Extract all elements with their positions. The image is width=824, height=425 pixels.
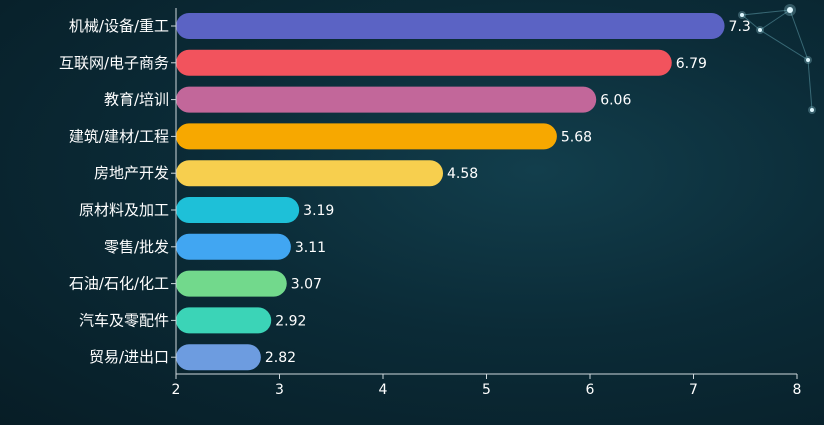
category-label: 建筑/建材/工程 [69,127,169,145]
category-label: 零售/批发 [104,238,169,256]
x-tick-label: 6 [586,382,595,398]
bar-value-label: 2.92 [275,313,306,329]
network-line [759,9,791,31]
category-label: 房地产开发 [94,164,169,182]
category-label: 机械/设备/重工 [69,17,169,35]
bar[interactable] [176,86,597,113]
bar-value-label: 5.68 [561,129,592,145]
bar[interactable] [176,233,291,260]
network-line [741,9,791,16]
category-label: 石油/石化/化工 [69,275,169,293]
bar-value-label: 4.58 [447,166,478,182]
bar[interactable] [176,270,287,297]
network-line [789,9,809,61]
bar[interactable] [176,344,261,371]
category-label: 教育/培训 [104,91,169,109]
bar[interactable] [176,160,444,187]
x-tick-label: 2 [172,382,181,398]
network-node [740,13,744,17]
bar-value-label: 3.19 [303,203,334,219]
bar[interactable] [176,307,272,334]
category-label: 互联网/电子商务 [59,54,169,72]
bar-value-label: 6.06 [600,93,631,109]
category-label: 汽车及零配件 [79,311,169,329]
x-tick-label: 4 [379,382,388,398]
x-tick-label: 5 [482,382,491,398]
bar-value-label: 6.79 [676,56,707,72]
network-node [758,28,762,32]
bar-value-label: 7.3 [729,19,751,35]
network-node [787,7,793,13]
axes-group: 2 3 4 5 6 7 8 机械/设备/重工互联网/电子商务教育/培训建筑/建材/工程房地产开… [59,8,802,398]
bar[interactable] [176,49,672,76]
x-tick-label: 7 [689,382,698,398]
category-label: 原材料及加工 [79,201,169,219]
x-tick-label: 8 [793,382,802,398]
bar[interactable] [176,13,725,39]
network-line [807,59,813,111]
bar-value-label: 2.82 [265,350,296,366]
bar[interactable] [176,123,557,150]
bar-value-label: 3.07 [291,277,322,293]
bar-value-label: 3.11 [295,240,326,256]
category-label: 贸易/进出口 [89,348,169,366]
network-line [741,14,761,31]
network-node [810,108,814,112]
x-tick-label: 3 [275,382,284,398]
bars-group: 7.3 6.79 6.06 5.68 4.58 3.19 3.11 3.07 2.92 2.82 [176,13,751,371]
bar[interactable] [176,197,300,223]
network-line [759,29,809,61]
network-node [806,58,810,62]
